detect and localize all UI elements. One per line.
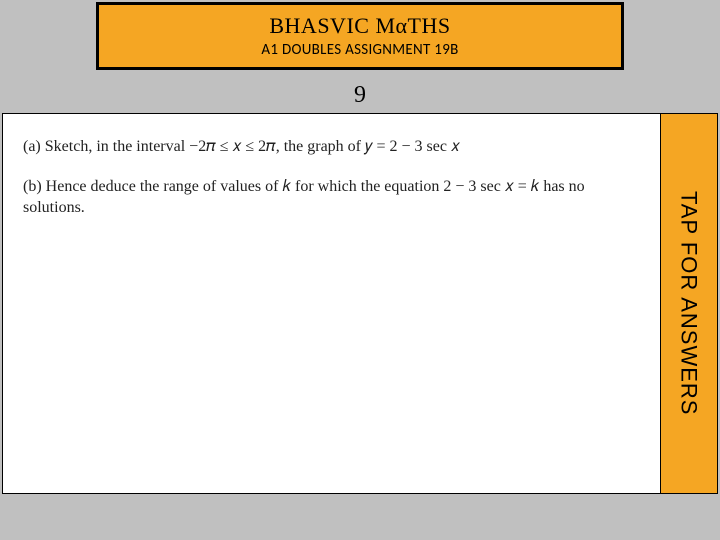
part-text: Sketch, in the interval — [45, 138, 189, 155]
math-k: 𝑘 — [282, 178, 291, 195]
math-equation: 2 − 3 sec 𝑥 = 𝑘 — [443, 178, 539, 195]
part-text: Hence deduce the range of values of — [46, 178, 283, 195]
answer-tab-label: TAP FOR ANSWERS — [676, 191, 702, 415]
answer-tab[interactable]: TAP FOR ANSWERS — [660, 114, 717, 493]
question-part-b: (b) Hence deduce the range of values of … — [23, 176, 640, 219]
question-area: (a) Sketch, in the interval −2𝜋 ≤ 𝑥 ≤ 2𝜋… — [3, 114, 661, 493]
part-label: (a) — [23, 138, 41, 155]
part-text: for which the equation — [291, 178, 443, 195]
header-box: BHASVIC MαTHS A1 DOUBLES ASSIGNMENT 19B — [96, 2, 624, 70]
header-title: BHASVIC MαTHS — [269, 13, 450, 39]
question-part-a: (a) Sketch, in the interval −2𝜋 ≤ 𝑥 ≤ 2𝜋… — [23, 136, 640, 158]
main-panel: (a) Sketch, in the interval −2𝜋 ≤ 𝑥 ≤ 2𝜋… — [2, 113, 718, 494]
part-label: (b) — [23, 178, 42, 195]
math-function: 𝑦 = 2 − 3 sec 𝑥 — [365, 138, 460, 155]
header-subtitle: A1 DOUBLES ASSIGNMENT 19B — [261, 41, 458, 59]
question-number: 9 — [0, 82, 720, 109]
math-interval: −2𝜋 ≤ 𝑥 ≤ 2𝜋 — [189, 138, 276, 155]
part-text: , the graph of — [276, 138, 365, 155]
